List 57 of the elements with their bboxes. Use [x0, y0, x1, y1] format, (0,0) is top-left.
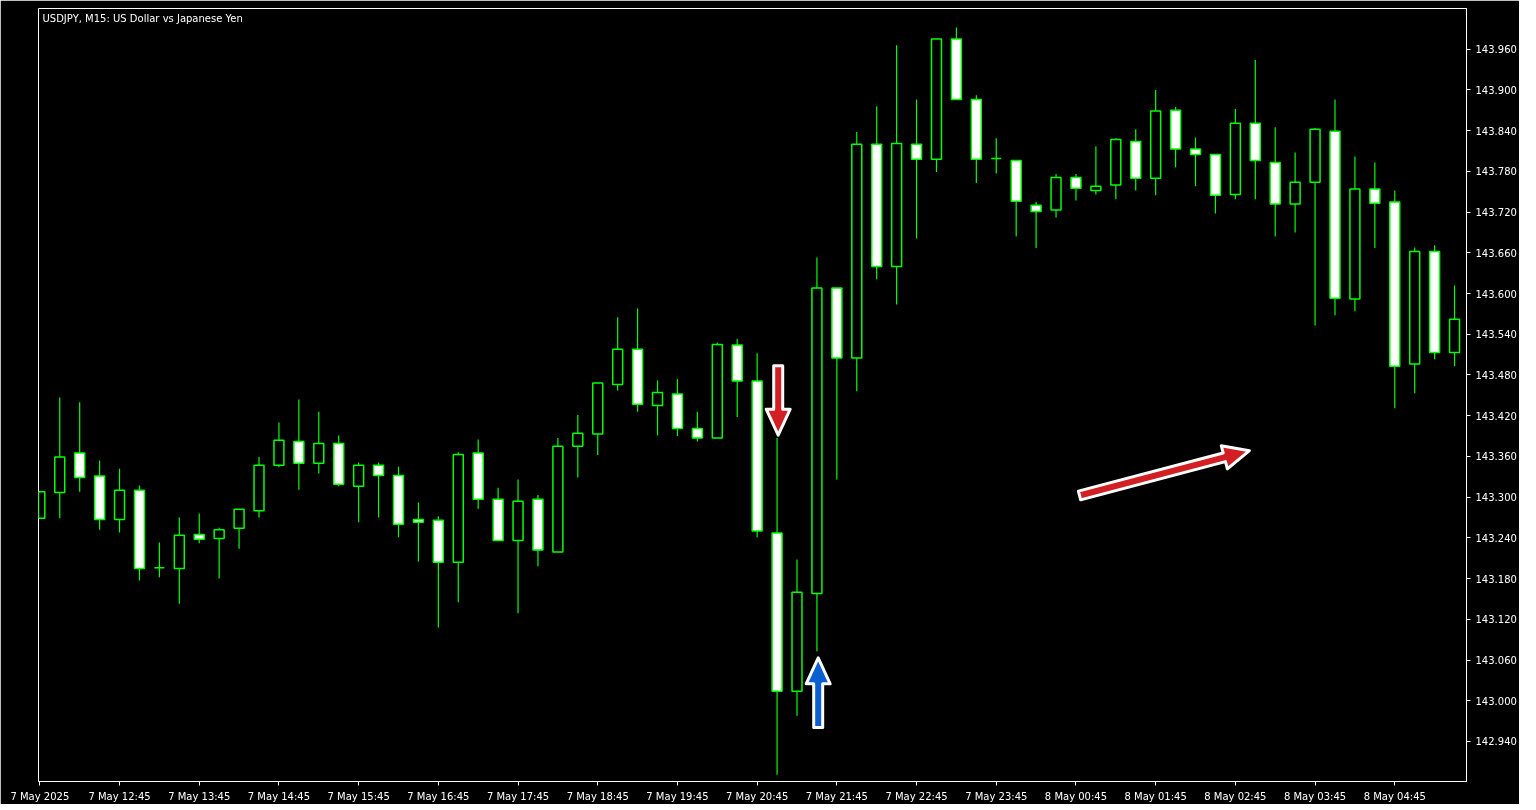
- candlestick: [213, 527, 225, 580]
- candlestick: [193, 512, 205, 544]
- candlestick: [990, 137, 1002, 175]
- candlestick: [572, 414, 584, 479]
- x-tick-label: 7 May 21:45: [805, 790, 868, 802]
- y-tick-label: 143.480: [1475, 369, 1517, 381]
- x-tick-label: 7 May 19:45: [646, 790, 709, 802]
- x-tick-label: 7 May 17:45: [486, 790, 550, 802]
- candlestick: [352, 461, 365, 523]
- x-tick-label: 7 May 23:45: [965, 790, 1028, 802]
- y-tick-label: 143.360: [1475, 451, 1517, 463]
- y-tick-label: 143.780: [1475, 166, 1517, 178]
- candlestick: [412, 501, 425, 563]
- y-tick-label: 143.900: [1475, 84, 1517, 96]
- y-tick-label: 143.420: [1475, 410, 1517, 422]
- candlestick: [153, 542, 166, 578]
- y-tick-label: 142.940: [1475, 736, 1517, 748]
- candlestick: [372, 461, 385, 519]
- y-tick-label: 143.960: [1475, 44, 1517, 56]
- x-tick-label: 8 May 00:45: [1044, 790, 1108, 802]
- y-tick-label: 143.300: [1475, 492, 1517, 504]
- y-tick-label: 143.120: [1475, 614, 1517, 626]
- y-tick-label: 143.660: [1475, 247, 1517, 259]
- candlestick: [1090, 145, 1102, 196]
- y-tick-label: 143.840: [1475, 125, 1517, 137]
- y-tick-label: 143.540: [1475, 329, 1517, 341]
- candlestick: [293, 398, 305, 491]
- x-tick-label: 8 May 04:45: [1363, 790, 1426, 802]
- candlestick: [1189, 136, 1202, 187]
- y-tick-label: 143.000: [1475, 695, 1517, 707]
- candlestick: [1070, 173, 1082, 202]
- x-tick-label: 7 May 13:45: [168, 790, 231, 802]
- x-tick-label: 7 May 22:45: [885, 790, 948, 802]
- candlestick: [1030, 201, 1042, 249]
- x-tick-label: 7 May 18:45: [566, 790, 629, 802]
- x-tick-label: 7 May 16:45: [407, 790, 470, 802]
- candlestick: [691, 411, 704, 443]
- x-tick-label: 7 May 14:45: [247, 790, 311, 802]
- x-tick-label: 8 May 01:45: [1124, 790, 1187, 802]
- candlestick: [910, 98, 923, 240]
- chart-title: USDJPY, M15: US Dollar vs Japanese Yen: [42, 12, 243, 24]
- x-tick-label: 8 May 02:45: [1204, 790, 1267, 802]
- y-tick-label: 143.240: [1475, 532, 1517, 544]
- x-tick-label: 8 May 03:45: [1283, 790, 1347, 802]
- x-tick-label: 7 May 20:45: [726, 790, 789, 802]
- y-tick-label: 143.720: [1475, 207, 1517, 219]
- candlestick: [1289, 151, 1301, 234]
- x-tick-label: 7 May 2025: [10, 790, 70, 802]
- candlestick: [313, 411, 325, 474]
- y-tick-label: 143.180: [1475, 573, 1517, 585]
- y-tick-label: 143.600: [1475, 288, 1517, 300]
- candlestick: [1369, 161, 1381, 249]
- y-tick-label: 143.060: [1475, 655, 1517, 667]
- candlestick: [233, 508, 245, 550]
- candlestick: [651, 379, 664, 436]
- x-tick-label: 7 May 15:45: [327, 790, 390, 802]
- x-tick-label: 7 May 12:45: [88, 790, 151, 802]
